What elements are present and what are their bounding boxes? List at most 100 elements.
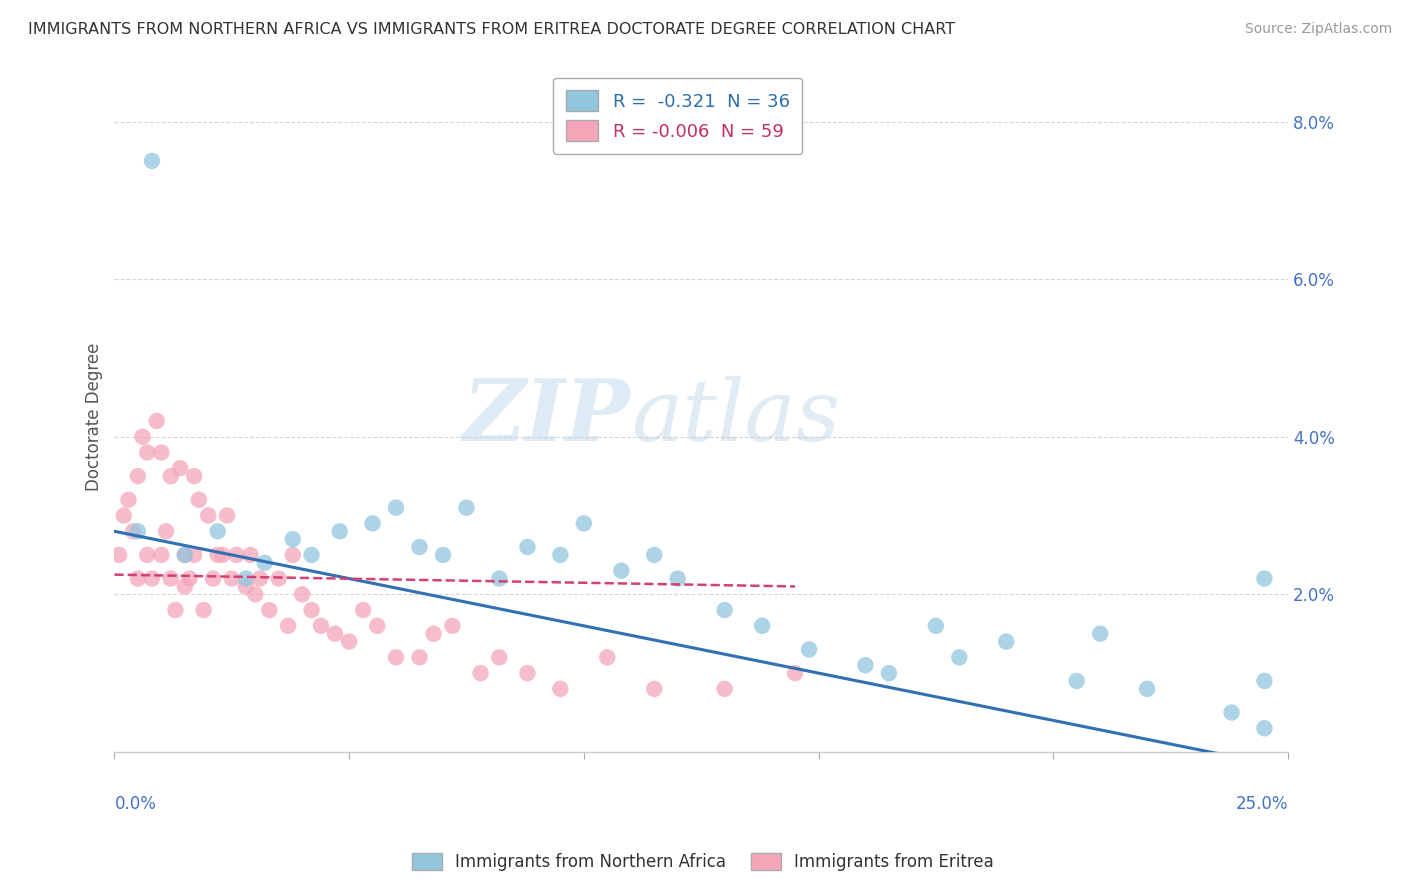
Text: ZIP: ZIP <box>463 376 631 458</box>
Point <box>165 603 187 617</box>
Point <box>366 619 388 633</box>
Point <box>432 548 454 562</box>
Point <box>159 469 181 483</box>
Point <box>183 469 205 483</box>
Point <box>329 524 352 539</box>
Point <box>235 572 257 586</box>
Point <box>215 508 238 523</box>
Point <box>797 642 820 657</box>
Point <box>1136 681 1159 696</box>
Point <box>127 524 149 539</box>
Point <box>596 650 619 665</box>
Point <box>235 579 257 593</box>
Legend: Immigrants from Northern Africa, Immigrants from Eritrea: Immigrants from Northern Africa, Immigra… <box>404 845 1002 880</box>
Point <box>225 548 247 562</box>
Point <box>441 619 464 633</box>
Point <box>159 572 181 586</box>
Point <box>187 492 209 507</box>
Point <box>422 626 444 640</box>
Point <box>193 603 215 617</box>
Point <box>643 681 665 696</box>
Point <box>550 548 572 562</box>
Point <box>855 658 877 673</box>
Point <box>309 619 332 633</box>
Point <box>127 572 149 586</box>
Point <box>995 634 1018 648</box>
Point <box>751 619 773 633</box>
Text: Source: ZipAtlas.com: Source: ZipAtlas.com <box>1244 22 1392 37</box>
Point <box>516 540 538 554</box>
Point <box>108 548 131 562</box>
Text: 0.0%: 0.0% <box>114 796 156 814</box>
Point <box>713 603 735 617</box>
Point <box>1220 706 1243 720</box>
Point <box>877 666 900 681</box>
Point <box>323 626 346 640</box>
Point <box>488 572 510 586</box>
Point <box>783 666 806 681</box>
Point <box>1253 721 1275 735</box>
Point <box>385 500 408 515</box>
Point <box>155 524 177 539</box>
Point <box>277 619 299 633</box>
Point <box>201 572 224 586</box>
Point <box>408 650 430 665</box>
Point <box>211 548 233 562</box>
Point <box>136 548 159 562</box>
Point <box>1088 626 1111 640</box>
Point <box>925 619 948 633</box>
Point <box>127 469 149 483</box>
Point <box>337 634 360 648</box>
Point <box>145 414 167 428</box>
Point <box>572 516 595 531</box>
Point <box>150 445 173 459</box>
Point <box>131 430 153 444</box>
Point <box>1066 673 1088 688</box>
Point <box>948 650 970 665</box>
Point <box>207 548 229 562</box>
Point <box>112 508 135 523</box>
Point <box>470 666 492 681</box>
Point <box>239 548 262 562</box>
Point <box>173 579 195 593</box>
Point <box>253 556 276 570</box>
Point <box>173 548 195 562</box>
Point <box>643 548 665 562</box>
Text: 25.0%: 25.0% <box>1236 796 1288 814</box>
Point <box>141 153 163 168</box>
Point <box>281 548 304 562</box>
Point <box>179 572 201 586</box>
Point <box>281 532 304 546</box>
Point <box>1253 673 1275 688</box>
Point <box>141 572 163 586</box>
Point <box>207 524 229 539</box>
Text: atlas: atlas <box>631 376 839 458</box>
Point <box>713 681 735 696</box>
Point <box>245 587 267 601</box>
Point <box>1253 572 1275 586</box>
Point <box>666 572 689 586</box>
Point <box>221 572 243 586</box>
Y-axis label: Doctorate Degree: Doctorate Degree <box>86 343 103 491</box>
Point <box>291 587 314 601</box>
Point <box>488 650 510 665</box>
Point <box>408 540 430 554</box>
Point <box>456 500 478 515</box>
Legend: R =  -0.321  N = 36, R = -0.006  N = 59: R = -0.321 N = 36, R = -0.006 N = 59 <box>553 78 803 153</box>
Point <box>150 548 173 562</box>
Point <box>173 548 195 562</box>
Point <box>136 445 159 459</box>
Point <box>352 603 374 617</box>
Point <box>385 650 408 665</box>
Point <box>301 603 323 617</box>
Point <box>183 548 205 562</box>
Point <box>267 572 290 586</box>
Point <box>249 572 271 586</box>
Point <box>361 516 384 531</box>
Text: IMMIGRANTS FROM NORTHERN AFRICA VS IMMIGRANTS FROM ERITREA DOCTORATE DEGREE CORR: IMMIGRANTS FROM NORTHERN AFRICA VS IMMIG… <box>28 22 955 37</box>
Point <box>610 564 633 578</box>
Point <box>117 492 139 507</box>
Point <box>197 508 219 523</box>
Point <box>301 548 323 562</box>
Point <box>122 524 145 539</box>
